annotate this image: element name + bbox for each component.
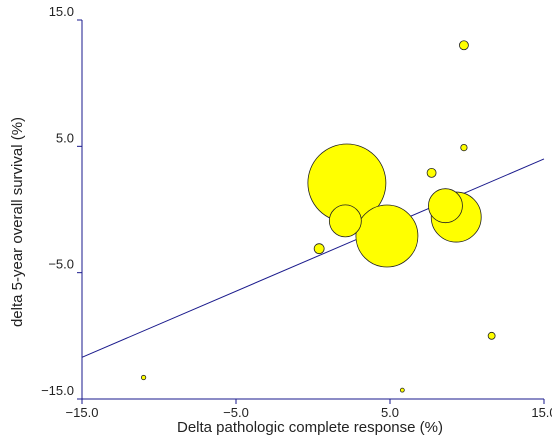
x-tick-label: 15.0 [531, 405, 552, 420]
data-point-bubble [399, 387, 405, 393]
y-axis-title: delta 5-year overall survival (%) [9, 117, 26, 327]
x-tick-label: −5.0 [223, 405, 249, 420]
data-point-bubble [355, 204, 419, 268]
data-point-bubble [313, 243, 325, 255]
x-tick-label: 5.0 [381, 405, 399, 420]
data-point-bubble [460, 143, 468, 152]
y-tick-label: 5.0 [56, 130, 74, 145]
data-point-bubble [487, 331, 496, 340]
y-tick-label: −15.0 [41, 383, 74, 398]
x-tick-label: −15.0 [66, 405, 99, 420]
data-point-bubble [328, 204, 362, 238]
data-point-bubble [426, 167, 437, 178]
data-point-bubble [428, 188, 463, 224]
regression-line [81, 158, 545, 358]
y-tick-label: 15.0 [49, 4, 74, 19]
y-tick-label: −5.0 [48, 257, 74, 272]
x-axis-title: Delta pathologic complete response (%) [177, 419, 443, 436]
data-point-bubble [459, 40, 469, 51]
data-point-bubble [141, 374, 147, 381]
